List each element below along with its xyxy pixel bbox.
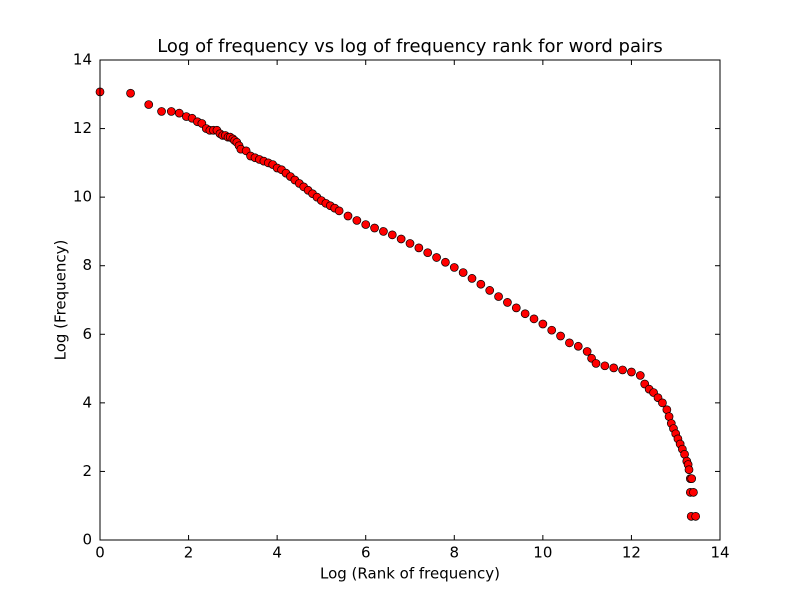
point (511, 303, 521, 313)
point (503, 298, 512, 307)
point (658, 398, 667, 408)
chart-title: Log of frequency vs log of frequency ran… (157, 36, 663, 57)
x-tick-label: 0 (95, 544, 105, 562)
y-tick-label: 4 (82, 393, 92, 411)
y-tick-label: 8 (82, 256, 92, 274)
point (166, 107, 176, 116)
y-tick-label: 0 (82, 531, 92, 549)
point (591, 359, 601, 368)
point (627, 367, 636, 377)
point (458, 268, 468, 277)
point (565, 338, 574, 348)
point (405, 239, 415, 248)
point (423, 248, 433, 258)
point (441, 257, 450, 267)
point (432, 253, 441, 262)
x-tick-label: 2 (184, 544, 194, 562)
point (538, 319, 548, 329)
point (449, 263, 459, 272)
x-tick-label: 6 (361, 544, 371, 562)
point (467, 274, 477, 283)
point (556, 331, 565, 341)
point (485, 286, 495, 295)
x-tick-label: 10 (533, 544, 552, 562)
point (618, 365, 627, 375)
point (157, 107, 166, 116)
y-axis-label: Log (Frequency) (52, 240, 70, 361)
x-tick-label: 12 (622, 544, 641, 562)
y-tick-label: 12 (73, 119, 92, 137)
point (334, 206, 344, 216)
point (600, 361, 610, 371)
plot-frame (99, 59, 721, 541)
point (684, 465, 694, 475)
point (144, 100, 154, 109)
point (687, 474, 697, 483)
point (691, 511, 700, 521)
point (635, 371, 645, 380)
point (343, 211, 353, 221)
point (689, 487, 698, 497)
point (494, 292, 503, 301)
point (547, 325, 557, 335)
y-tick-label: 14 (73, 51, 92, 69)
point (387, 230, 397, 240)
point (529, 314, 539, 324)
x-axis-label: Log (Rank of frequency) (320, 565, 500, 583)
y-tick-label: 2 (82, 462, 92, 480)
point (396, 234, 406, 244)
point (174, 108, 184, 118)
y-tick-label: 6 (82, 325, 92, 343)
point (520, 309, 530, 319)
x-tick-label: 4 (272, 544, 282, 562)
point (573, 341, 583, 351)
point (126, 88, 135, 98)
point (609, 363, 619, 373)
points (95, 87, 700, 521)
point (379, 227, 388, 236)
point (582, 347, 592, 356)
point (361, 220, 371, 229)
x-tick-label: 8 (450, 544, 460, 562)
point (370, 223, 379, 233)
x-tick-label: 14 (710, 544, 729, 562)
y-tick-label: 10 (73, 188, 92, 206)
point (476, 279, 486, 289)
point (352, 216, 362, 225)
point (414, 243, 424, 253)
